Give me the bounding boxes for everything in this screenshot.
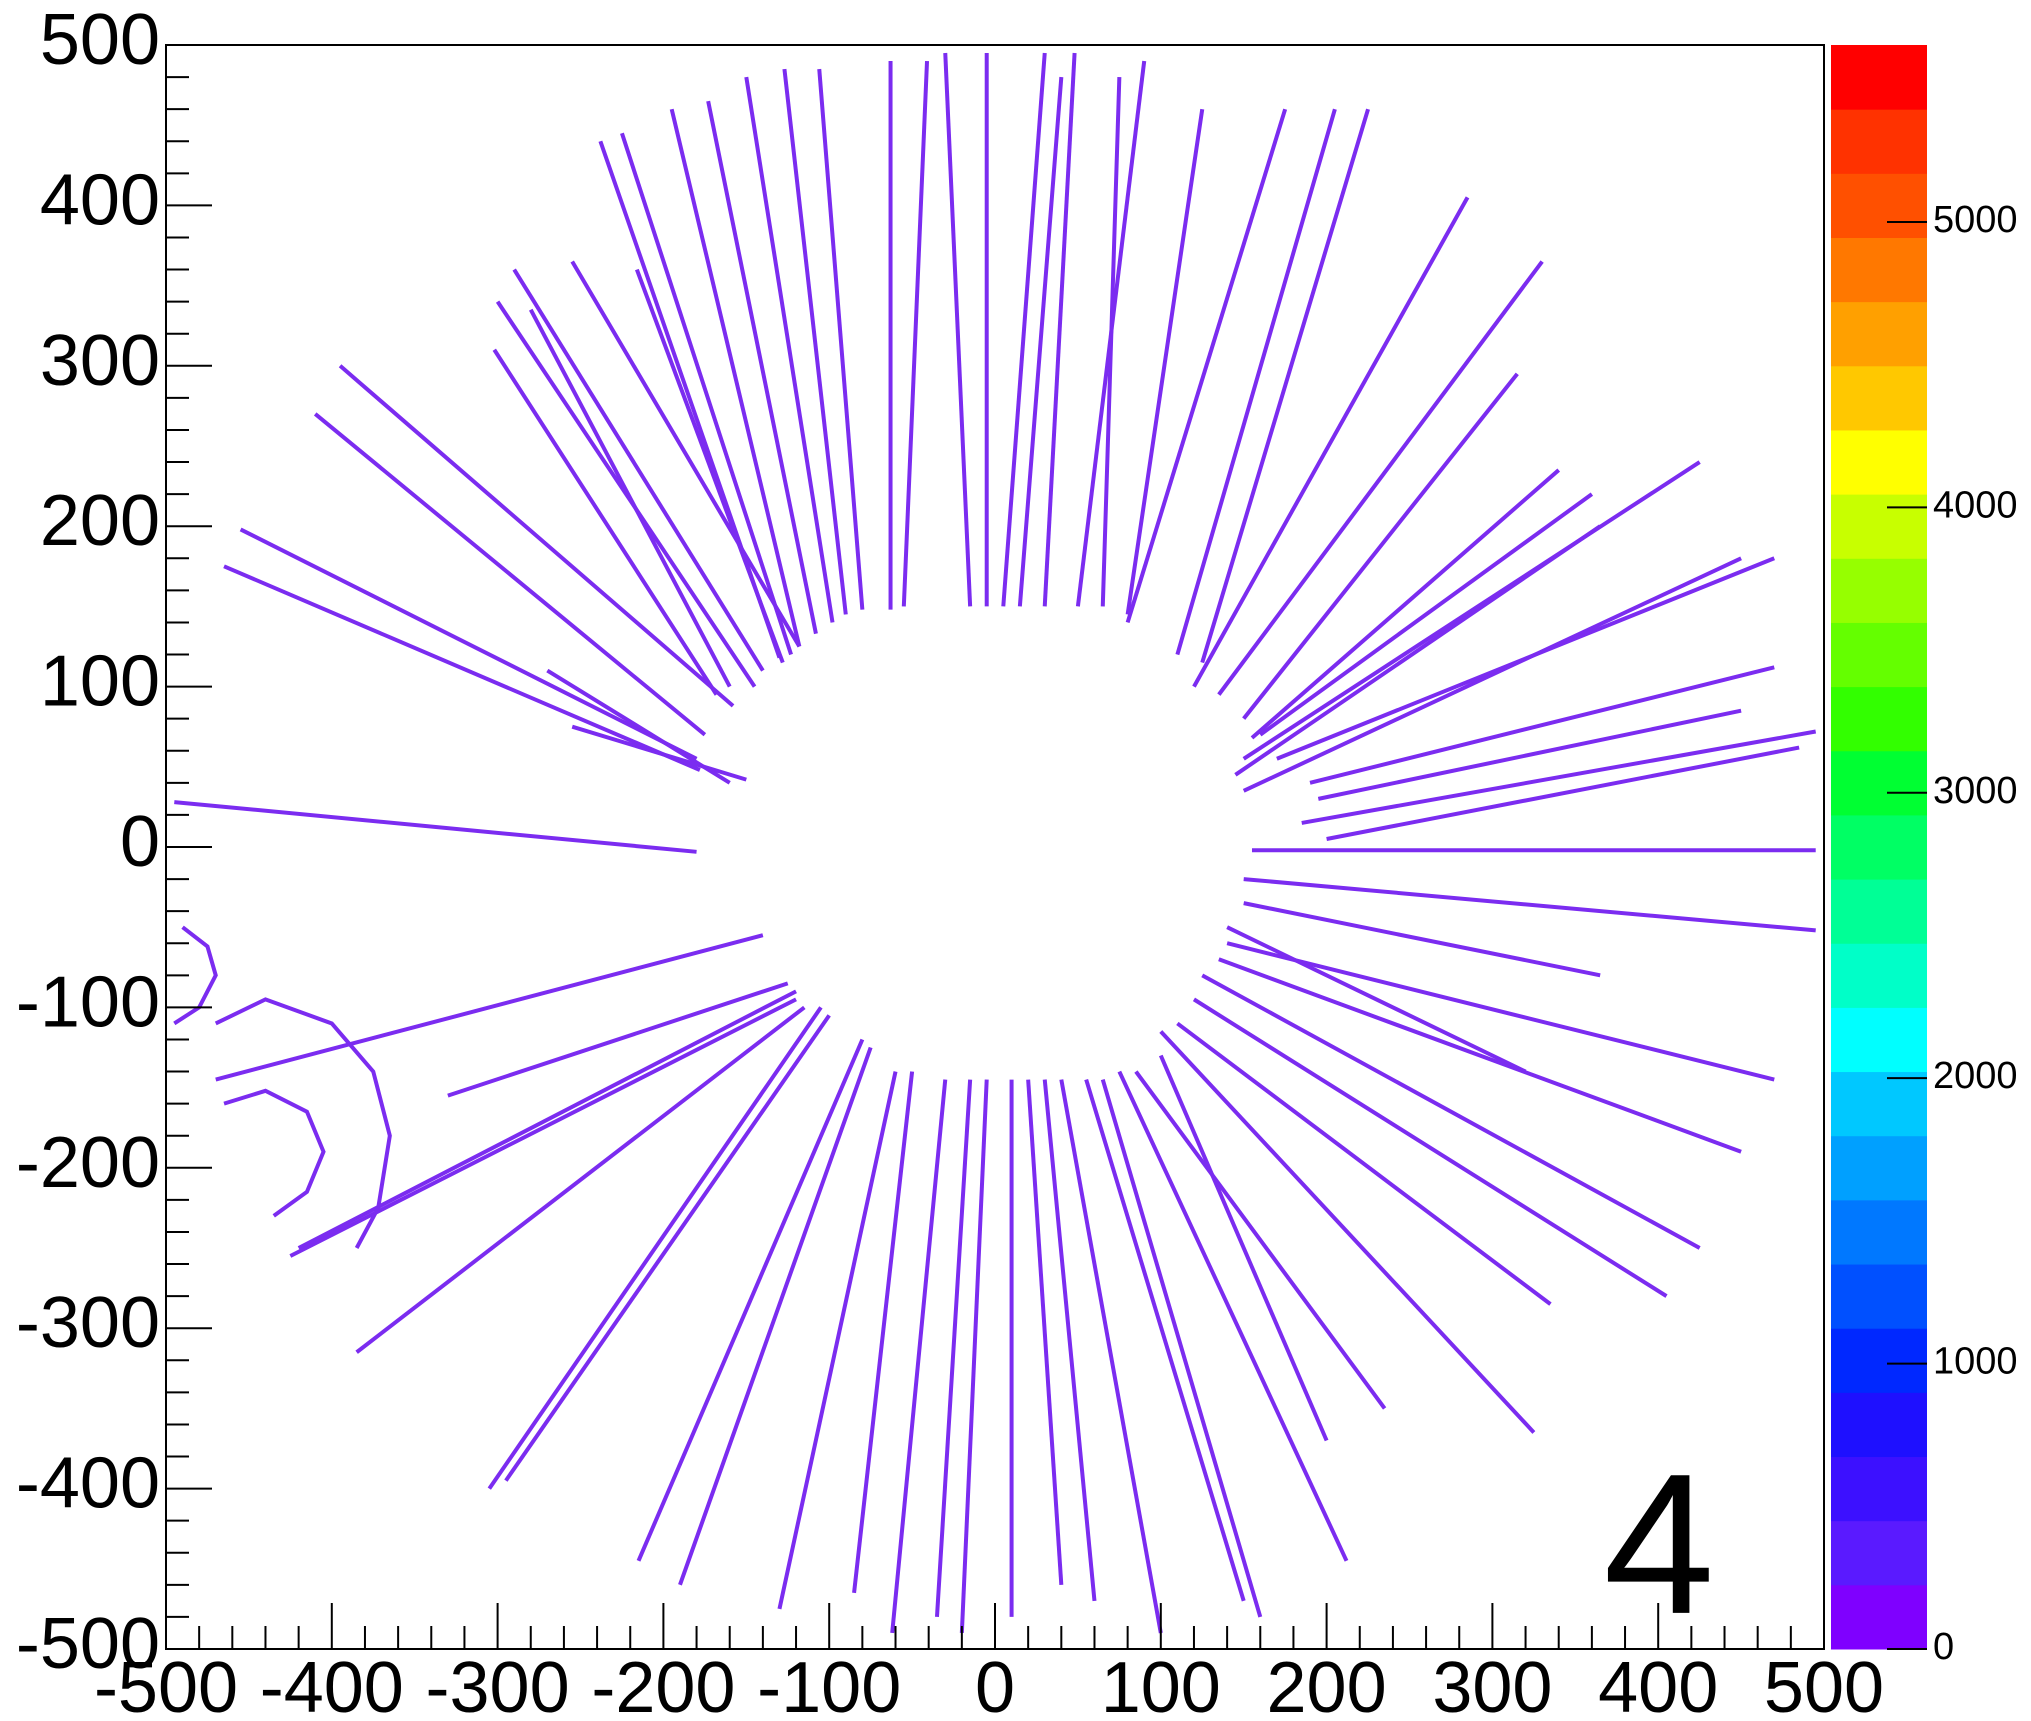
color-band — [1831, 494, 1927, 559]
plot-frame — [166, 45, 1824, 1649]
color-band — [1831, 751, 1927, 816]
color-band — [1831, 815, 1927, 880]
y-tick-label: 200 — [40, 481, 160, 561]
x-tick-label: 100 — [1101, 1648, 1221, 1721]
color-band — [1831, 1521, 1927, 1586]
page: {"chart_data": {"type": "hist2d", "annot… — [0, 0, 2031, 1721]
x-tick-label: -300 — [426, 1648, 570, 1721]
color-band — [1831, 1072, 1927, 1137]
color-band — [1831, 1200, 1927, 1265]
x-tick-label: 0 — [975, 1648, 1015, 1721]
color-band — [1831, 1136, 1927, 1201]
x-tick-label: 200 — [1267, 1648, 1387, 1721]
z-tick-label: 5000 — [1933, 199, 2018, 241]
color-band — [1831, 430, 1927, 495]
x-tick-label: 500 — [1764, 1648, 1884, 1721]
color-band — [1831, 558, 1927, 623]
y-tick-label: -300 — [16, 1283, 160, 1363]
color-band — [1831, 1585, 1927, 1650]
y-tick-label: 0 — [120, 802, 160, 882]
z-tick-label: 2000 — [1933, 1055, 2018, 1097]
x-tick-label: 300 — [1432, 1648, 1552, 1721]
y-tick-label: 300 — [40, 321, 160, 401]
x-tick-label: -100 — [757, 1648, 901, 1721]
color-band — [1831, 687, 1927, 752]
x-tick-label: -200 — [591, 1648, 735, 1721]
color-band — [1831, 622, 1927, 687]
color-band — [1831, 943, 1927, 1008]
color-band — [1831, 173, 1927, 238]
annotation: 4 — [1603, 1433, 1714, 1656]
color-band — [1831, 109, 1927, 174]
color-band — [1831, 45, 1927, 110]
color-band — [1831, 302, 1927, 367]
color-band — [1831, 237, 1927, 302]
y-tick-label: -400 — [16, 1444, 160, 1524]
chart: -500-400-300-200-1000100200300400500-500… — [0, 0, 2031, 1721]
x-tick-label: -400 — [260, 1648, 404, 1721]
z-tick-label: 1000 — [1933, 1341, 2018, 1383]
x-tick-label: 400 — [1598, 1648, 1718, 1721]
y-tick-label: -100 — [16, 962, 160, 1042]
z-tick-label: 4000 — [1933, 484, 2018, 526]
y-tick-label: -200 — [16, 1123, 160, 1203]
y-tick-label: 100 — [40, 642, 160, 722]
color-band — [1831, 366, 1927, 431]
z-tick-label: 3000 — [1933, 770, 2018, 812]
z-tick-label: 0 — [1933, 1626, 1954, 1668]
color-band — [1831, 1007, 1927, 1072]
color-band — [1831, 1457, 1927, 1522]
y-tick-label: 500 — [40, 0, 160, 80]
color-band — [1831, 879, 1927, 944]
color-band — [1831, 1264, 1927, 1329]
y-tick-label: 400 — [40, 160, 160, 240]
y-tick-label: -500 — [16, 1604, 160, 1684]
color-band — [1831, 1328, 1927, 1393]
color-band — [1831, 1392, 1927, 1457]
